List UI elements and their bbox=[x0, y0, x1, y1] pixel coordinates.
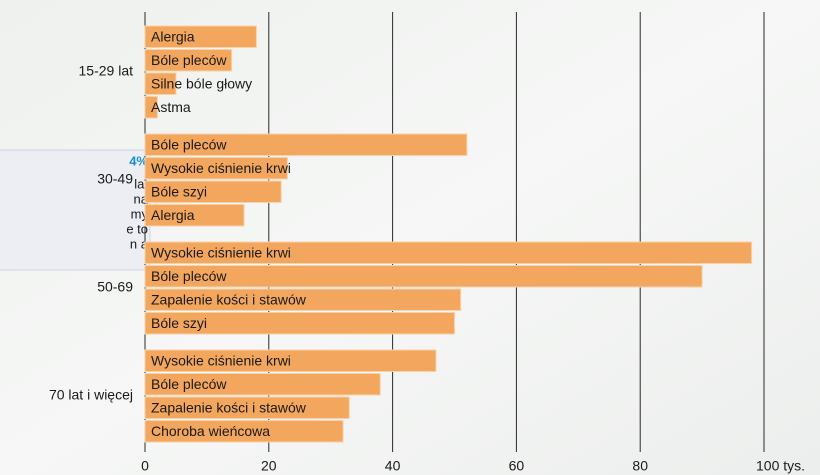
bar bbox=[144, 25, 257, 48]
bar bbox=[144, 49, 233, 72]
bar bbox=[144, 349, 437, 372]
bar-label: Alergia bbox=[151, 207, 195, 223]
bar-label: Astma bbox=[151, 99, 191, 115]
sidebar-line: n a bbox=[130, 236, 149, 251]
category-label: 15-29 lat bbox=[79, 63, 134, 79]
bar bbox=[144, 396, 350, 419]
x-tick-label: 40 bbox=[385, 458, 401, 474]
bar bbox=[144, 204, 245, 227]
bar-label: Bóle szyi bbox=[151, 315, 207, 331]
sidebar-line: my bbox=[131, 206, 149, 221]
bar-label: Bóle pleców bbox=[151, 376, 227, 392]
bar bbox=[144, 373, 381, 396]
bar bbox=[144, 96, 158, 119]
bar bbox=[144, 265, 703, 288]
bar bbox=[144, 288, 462, 311]
bar-label: Bóle pleców bbox=[151, 268, 227, 284]
bar bbox=[144, 157, 288, 180]
x-tick-label: 80 bbox=[632, 458, 648, 474]
bar-label: Bóle pleców bbox=[151, 136, 227, 152]
bar-label: Choroba wieńcowa bbox=[151, 423, 270, 439]
bar bbox=[144, 420, 344, 443]
x-tick-label: 20 bbox=[261, 458, 277, 474]
bar-label: Alergia bbox=[151, 28, 195, 44]
bar-label: Bóle pleców bbox=[151, 52, 227, 68]
bar bbox=[144, 72, 177, 95]
x-tick-label: 100 tys. bbox=[756, 458, 805, 474]
sidebar-box bbox=[0, 149, 151, 271]
bar-label: Zapalenie kości i stawów bbox=[151, 291, 307, 307]
sidebar-highlight: 4% bbox=[129, 153, 148, 168]
category-label: 70 lat i więcej bbox=[49, 387, 133, 403]
bar-label: Silne bóle głowy bbox=[151, 75, 252, 91]
bar-label: Wysokie ciśnienie krwi bbox=[151, 352, 291, 368]
bar-label: Wysokie ciśnienie krwi bbox=[151, 244, 291, 260]
bar bbox=[144, 133, 468, 156]
category-label: 30-49 bbox=[97, 171, 133, 187]
category-label: 50-69 bbox=[97, 279, 133, 295]
x-tick-label: 60 bbox=[509, 458, 525, 474]
bar bbox=[144, 241, 753, 264]
bar bbox=[144, 180, 282, 203]
sidebar-line: e to bbox=[126, 221, 148, 236]
bar-label: Wysokie ciśnienie krwi bbox=[151, 160, 291, 176]
bar-label: Zapalenie kości i stawów bbox=[151, 399, 307, 415]
bar-label: Bóle szyi bbox=[151, 183, 207, 199]
bar bbox=[144, 312, 455, 335]
x-tick-label: 0 bbox=[141, 458, 149, 474]
